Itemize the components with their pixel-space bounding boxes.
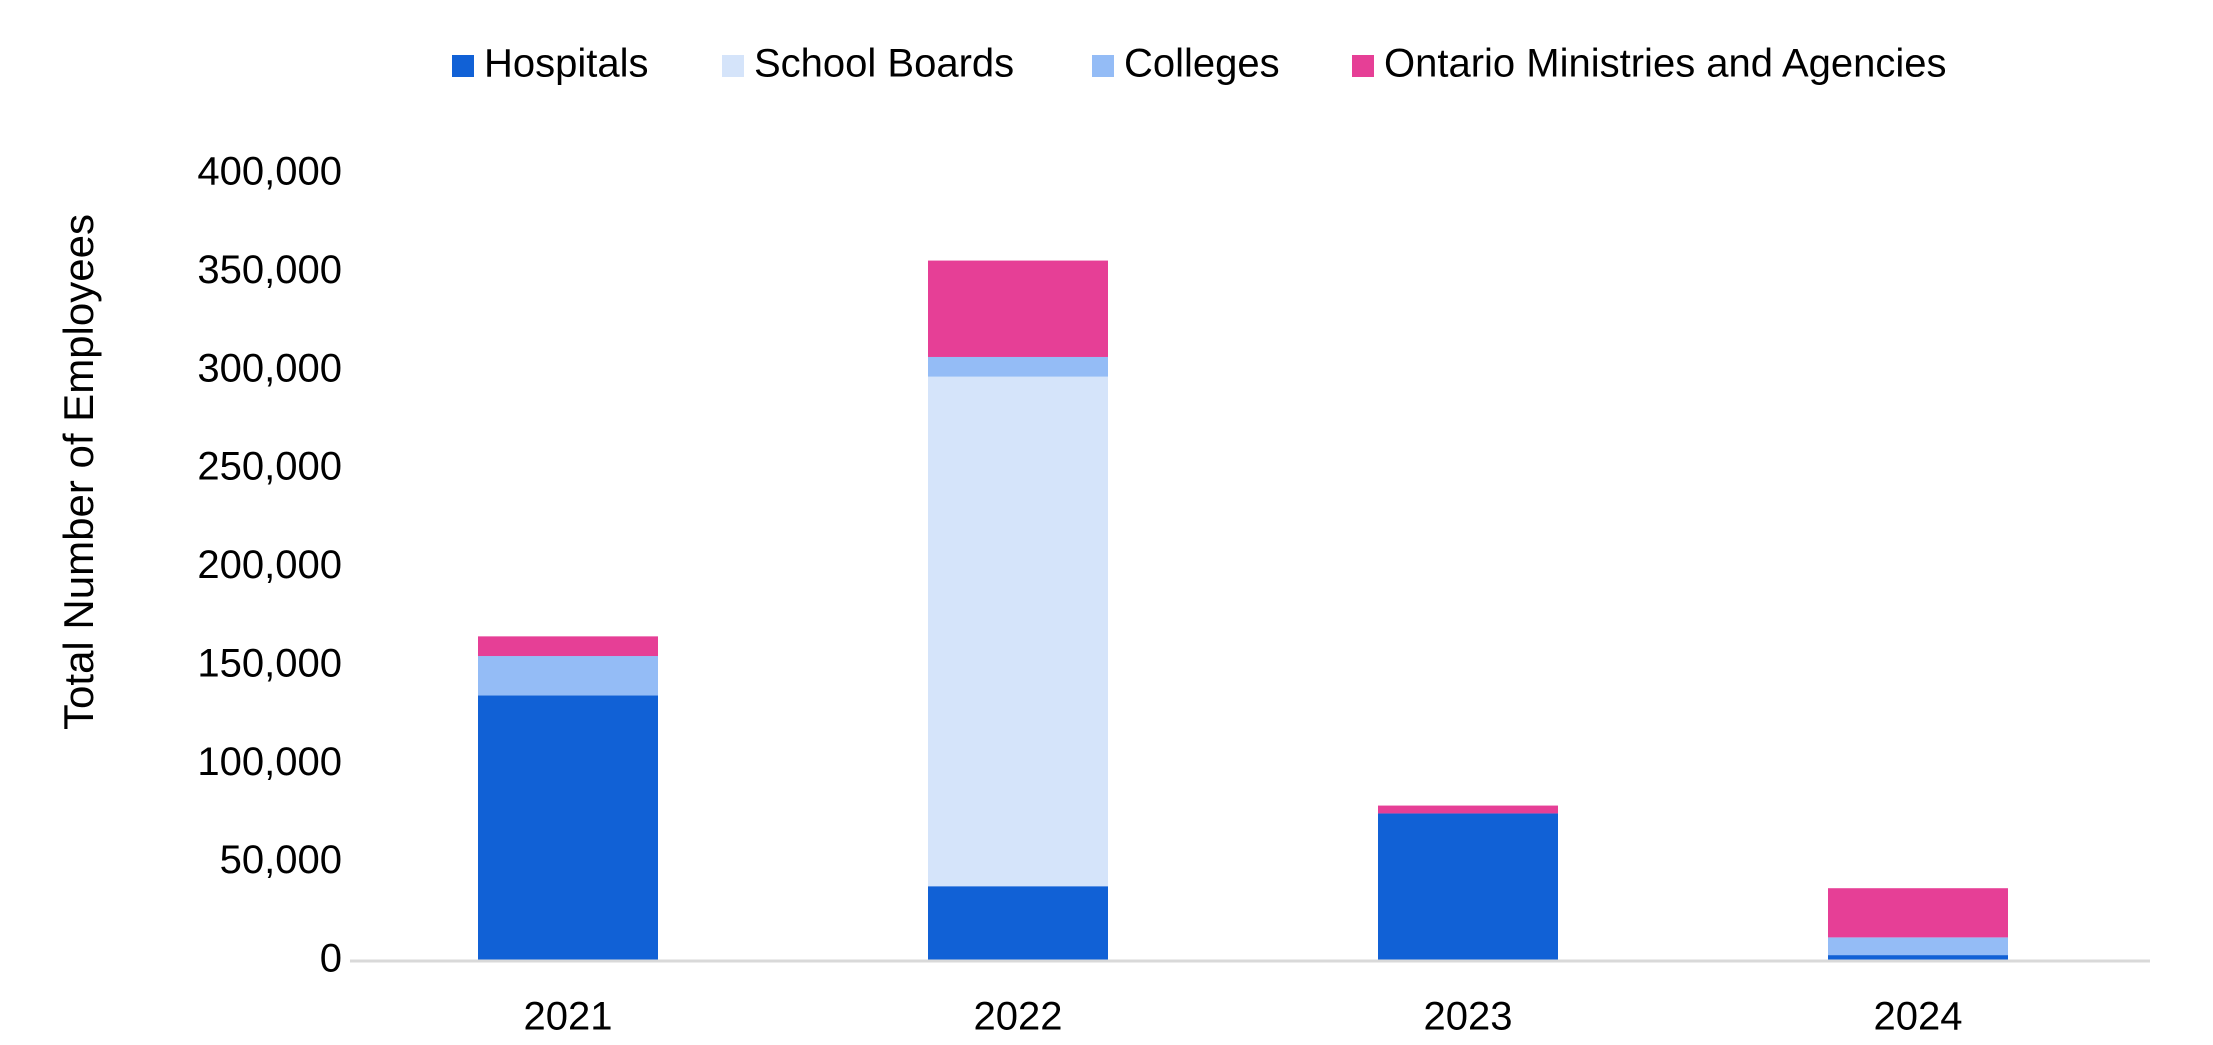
y-tick-label: 300,000 [197, 346, 342, 390]
bar-segment [1828, 888, 2008, 938]
bar-segment [478, 695, 658, 961]
x-axis: 2021 2022 2023 2024 [524, 995, 1963, 1039]
x-tick-label: 2022 [974, 995, 1063, 1039]
y-tick-label: 350,000 [197, 248, 342, 292]
legend-label: Hospitals [484, 42, 649, 86]
legend-label: Ontario Ministries and Agencies [1384, 42, 1947, 86]
legend-label: Colleges [1124, 42, 1280, 86]
legend-swatch [1092, 55, 1114, 77]
legend: Hospitals School Boards Colleges Ontario Mi… [452, 42, 1947, 86]
bars [478, 260, 2008, 961]
bar-segment [1378, 805, 1558, 814]
y-tick-label: 250,000 [197, 445, 342, 489]
y-tick-label: 400,000 [197, 150, 342, 194]
y-tick-label: 200,000 [197, 543, 342, 587]
x-tick-label: 2021 [524, 995, 613, 1039]
y-tick-label: 150,000 [197, 641, 342, 685]
bar-segment [928, 356, 1108, 377]
y-tick-label: 0 [320, 937, 342, 981]
legend-label: School Boards [754, 42, 1014, 86]
y-axis-title: Total Number of Employees [55, 214, 102, 730]
x-tick-label: 2023 [1424, 995, 1513, 1039]
bar-segment [1378, 813, 1558, 961]
bar-segment [478, 636, 658, 657]
bar-segment [928, 376, 1108, 887]
y-tick-label: 100,000 [197, 740, 342, 784]
y-tick-label: 50,000 [220, 838, 342, 882]
legend-swatch [1352, 55, 1374, 77]
bar-segment [928, 886, 1108, 961]
legend-swatch [722, 55, 744, 77]
bar-segment [478, 656, 658, 696]
legend-swatch [452, 55, 474, 77]
bar-segment [928, 260, 1108, 357]
y-axis: 0 50,000 100,000 150,000 200,000 250,000 300,0… [197, 150, 342, 981]
bar-segment [1828, 955, 2008, 961]
bar-segment [1828, 937, 2008, 956]
x-tick-label: 2024 [1874, 995, 1963, 1039]
